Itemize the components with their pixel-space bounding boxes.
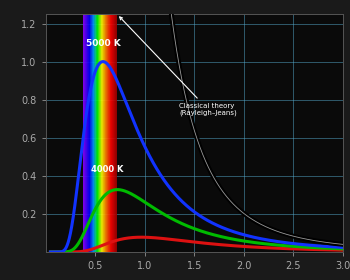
Text: 4000 K: 4000 K <box>91 165 124 174</box>
Text: 5000 K: 5000 K <box>86 39 121 48</box>
Text: Classical theory
(Rayleigh–Jeans): Classical theory (Rayleigh–Jeans) <box>120 17 237 116</box>
